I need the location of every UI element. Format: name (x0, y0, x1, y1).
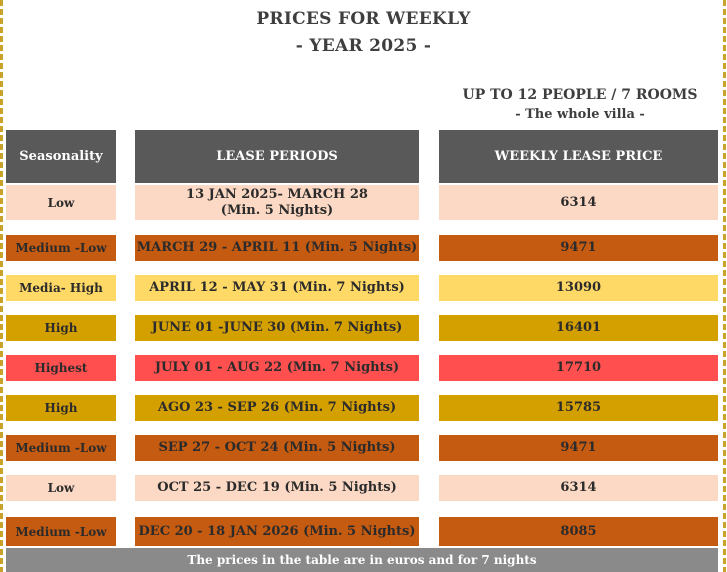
season-cell: Medium -Low (6, 235, 116, 261)
price-cell: 16401 (439, 315, 718, 341)
lease-period-cell: 13 JAN 2025- MARCH 28 (Min. 5 Nights) (135, 185, 419, 220)
price-cell: 17710 (439, 355, 718, 381)
lease-period-cell: JULY 01 - AUG 22 (Min. 7 Nights) (135, 355, 419, 381)
season-cell: Low (6, 475, 116, 501)
price-cell: 13090 (439, 275, 718, 301)
price-cell: 15785 (439, 395, 718, 421)
title-line-1: PRICES FOR WEEKLY (256, 9, 471, 29)
season-cell: Low (6, 185, 116, 220)
lease-period-cell: DEC 20 - 18 JAN 2026 (Min. 5 Nights) (135, 517, 419, 546)
season-cell: Media- High (6, 275, 116, 301)
lease-period-cell: JUNE 01 -JUNE 30 (Min. 7 Nights) (135, 315, 419, 341)
footer-note: The prices in the table are in euros and… (6, 548, 718, 572)
title-line-2: - YEAR 2025 - (295, 36, 432, 56)
season-cell: Medium -Low (6, 517, 116, 546)
lease-period-cell: MARCH 29 - APRIL 11 (Min. 5 Nights) (135, 235, 419, 261)
price-cell: 6314 (439, 185, 718, 220)
price-cell: 9471 (439, 435, 718, 461)
price-cell: 9471 (439, 235, 718, 261)
price-cell: 6314 (439, 475, 718, 501)
capacity-line-1: UP TO 12 PEOPLE / 7 ROOMS (462, 87, 698, 103)
header-lease-periods: LEASE PERIODS (135, 130, 419, 183)
capacity-line-2: - The whole villa - (515, 107, 645, 122)
left-decorative-border (0, 0, 3, 572)
lease-period-cell: OCT 25 - DEC 19 (Min. 5 Nights) (135, 475, 419, 501)
lease-period-cell: AGO 23 - SEP 26 (Min. 7 Nights) (135, 395, 419, 421)
header-weekly-price: WEEKLY LEASE PRICE (439, 130, 718, 183)
price-cell: 8085 (439, 517, 718, 546)
lease-period-cell: APRIL 12 - MAY 31 (Min. 7 Nights) (135, 275, 419, 301)
season-cell: Medium -Low (6, 435, 116, 461)
season-cell: Highest (6, 355, 116, 381)
lease-period-cell: SEP 27 - OCT 24 (Min. 5 Nights) (135, 435, 419, 461)
right-decorative-border (723, 0, 726, 572)
season-cell: High (6, 395, 116, 421)
header-seasonality: Seasonality (6, 130, 116, 183)
season-cell: High (6, 315, 116, 341)
